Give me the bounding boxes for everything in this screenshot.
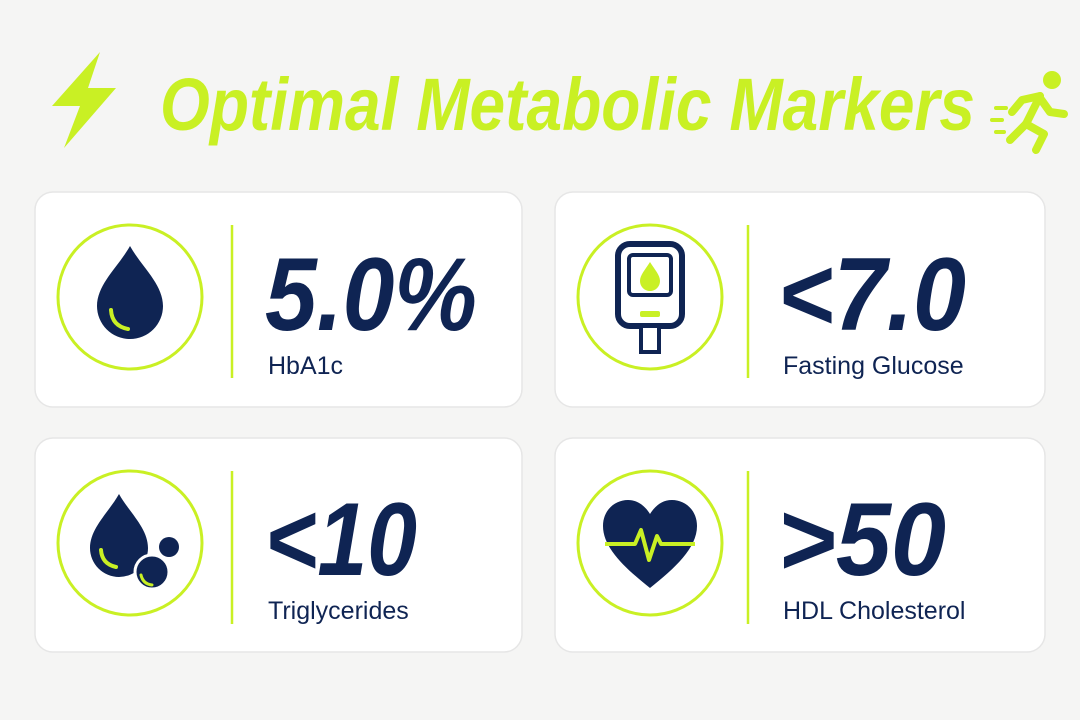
- icon-ring: [56, 469, 204, 617]
- triglycerides-icon: [90, 494, 179, 591]
- runner-icon: [990, 71, 1068, 154]
- icon-ring: [576, 223, 724, 371]
- card: >50 HDL Cholesterol: [554, 437, 1046, 653]
- heart-icon: [603, 500, 697, 588]
- marker-label: HbA1c: [268, 352, 343, 380]
- card: <7.0 Fasting Glucose: [554, 191, 1046, 408]
- card: 5.0% HbA1c: [34, 191, 523, 408]
- icon-ring: [576, 469, 724, 617]
- marker-value: <10: [265, 482, 417, 598]
- marker-value: <7.0: [778, 237, 966, 353]
- title: Optimal Metabolic Markers: [160, 63, 975, 146]
- card: <10 Triglycerides: [34, 437, 523, 653]
- card-background: [554, 437, 1046, 653]
- drop-icon: [97, 246, 163, 339]
- marker-label: Triglycerides: [268, 597, 409, 625]
- marker-value: 5.0%: [265, 237, 477, 353]
- card-background: [34, 191, 523, 408]
- marker-value: >50: [778, 482, 946, 598]
- glucose-meter-icon: [615, 241, 685, 354]
- marker-label: HDL Cholesterol: [783, 597, 965, 625]
- lightning-icon: [52, 52, 116, 148]
- marker-label: Fasting Glucose: [783, 352, 964, 380]
- card-background: [34, 437, 523, 653]
- icon-ring: [56, 223, 204, 371]
